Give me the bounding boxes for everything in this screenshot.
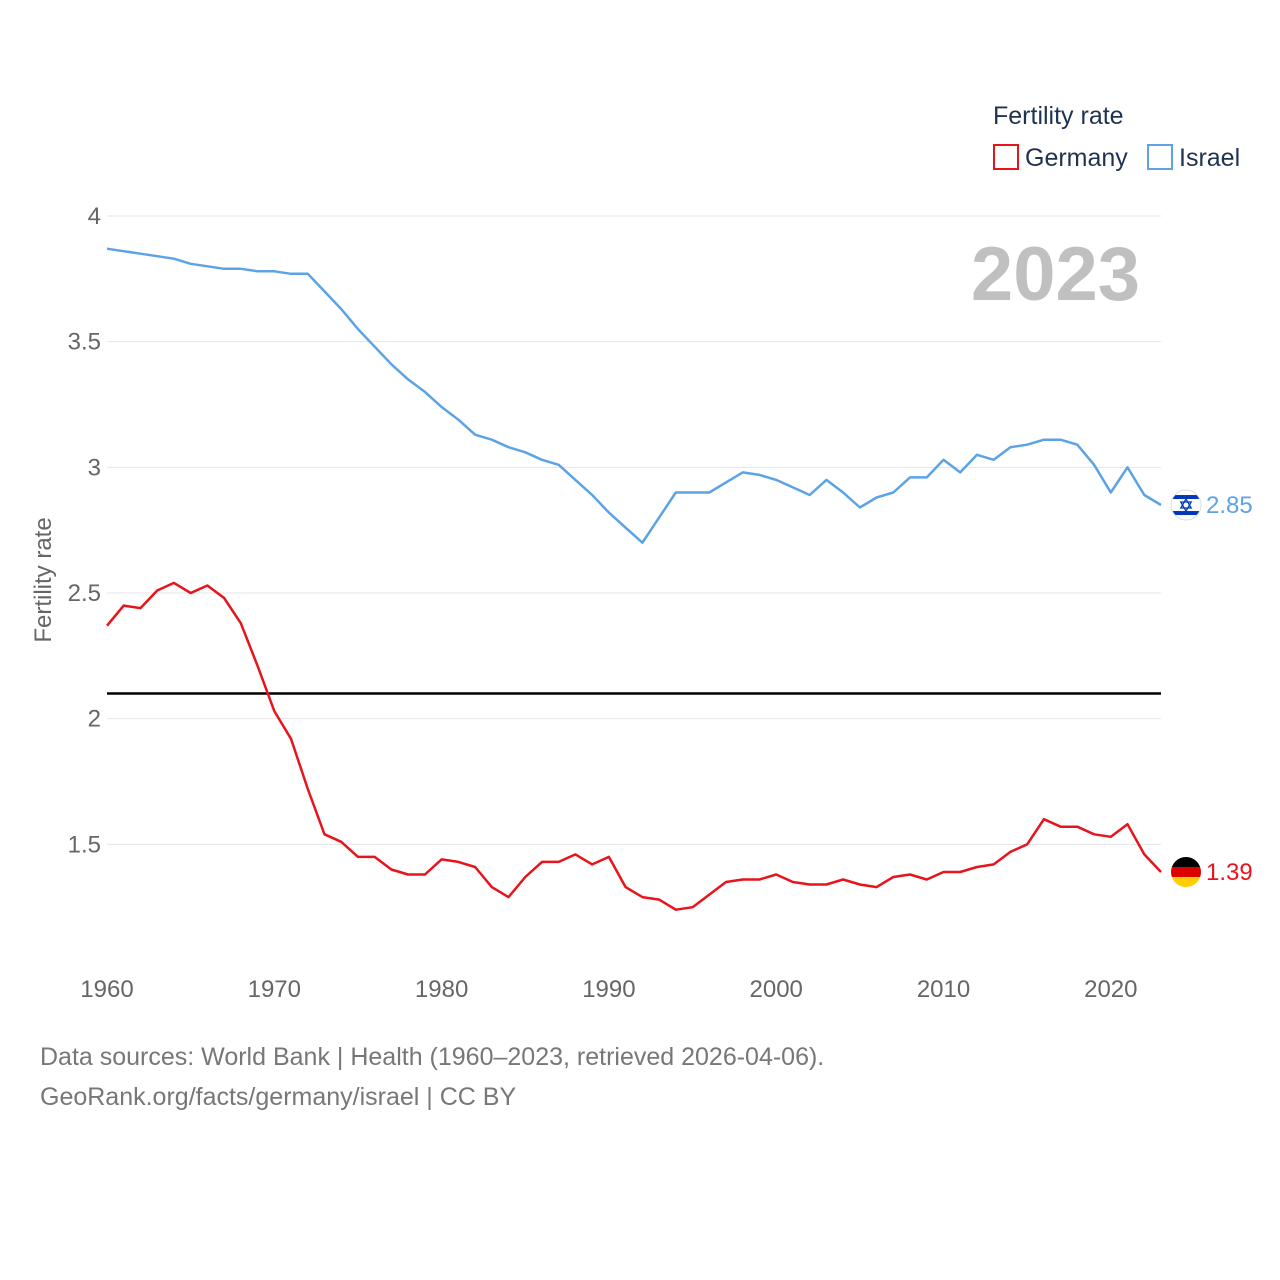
fertility-rate-chart: 1.5 2 2.5 3 3.5 4 1960 1970 1980 1990 2000 2010 202…	[30, 102, 1253, 1003]
legend-title: Fertility rate	[993, 102, 1124, 130]
x-tick-label: 2010	[917, 976, 970, 1003]
grid-lines	[107, 215, 1161, 845]
x-tick-label: 1990	[582, 976, 635, 1003]
series-lines	[106, 247, 1162, 911]
series-line-germany	[106, 581, 1162, 911]
legend-swatch-israel	[1147, 144, 1173, 170]
y-tick-label: 4	[88, 203, 101, 230]
legend-label-israel: Israel	[1179, 144, 1240, 172]
series-line-israel	[106, 247, 1162, 544]
germany-end-value: 1.39	[1206, 859, 1253, 886]
y-axis-ticks: 1.5 2 2.5 3 3.5 4	[68, 203, 101, 858]
legend-swatch-germany	[993, 144, 1019, 170]
legend-item-israel[interactable]: Israel	[1147, 144, 1240, 172]
y-axis-label: Fertility rate	[30, 517, 57, 642]
legend-label-germany: Germany	[1025, 144, 1128, 172]
x-tick-label: 1960	[80, 976, 133, 1003]
israel-end-value: 2.85	[1206, 492, 1253, 519]
y-tick-label: 3	[88, 454, 101, 481]
x-axis-ticks: 1960 1970 1980 1990 2000 2010 2020	[80, 976, 1137, 1003]
legend: Fertility rate Germany Israel	[993, 102, 1240, 172]
x-tick-label: 1980	[415, 976, 468, 1003]
x-tick-label: 2000	[750, 976, 803, 1003]
y-tick-label: 2.5	[68, 580, 101, 607]
y-tick-label: 2	[88, 706, 101, 733]
x-tick-label: 2020	[1084, 976, 1137, 1003]
y-tick-label: 3.5	[68, 329, 101, 356]
germany-flag-icon	[1171, 856, 1201, 887]
y-tick-label: 1.5	[68, 831, 101, 858]
israel-flag-icon	[1170, 489, 1202, 521]
footer-link[interactable]: GeoRank.org/facts/germany/israel | CC BY	[40, 1083, 517, 1111]
current-year-label: 2023	[971, 232, 1140, 317]
x-tick-label: 1970	[248, 976, 301, 1003]
legend-item-germany[interactable]: Germany	[993, 144, 1128, 172]
footer-sources: Data sources: World Bank | Health (1960–…	[40, 1043, 825, 1071]
